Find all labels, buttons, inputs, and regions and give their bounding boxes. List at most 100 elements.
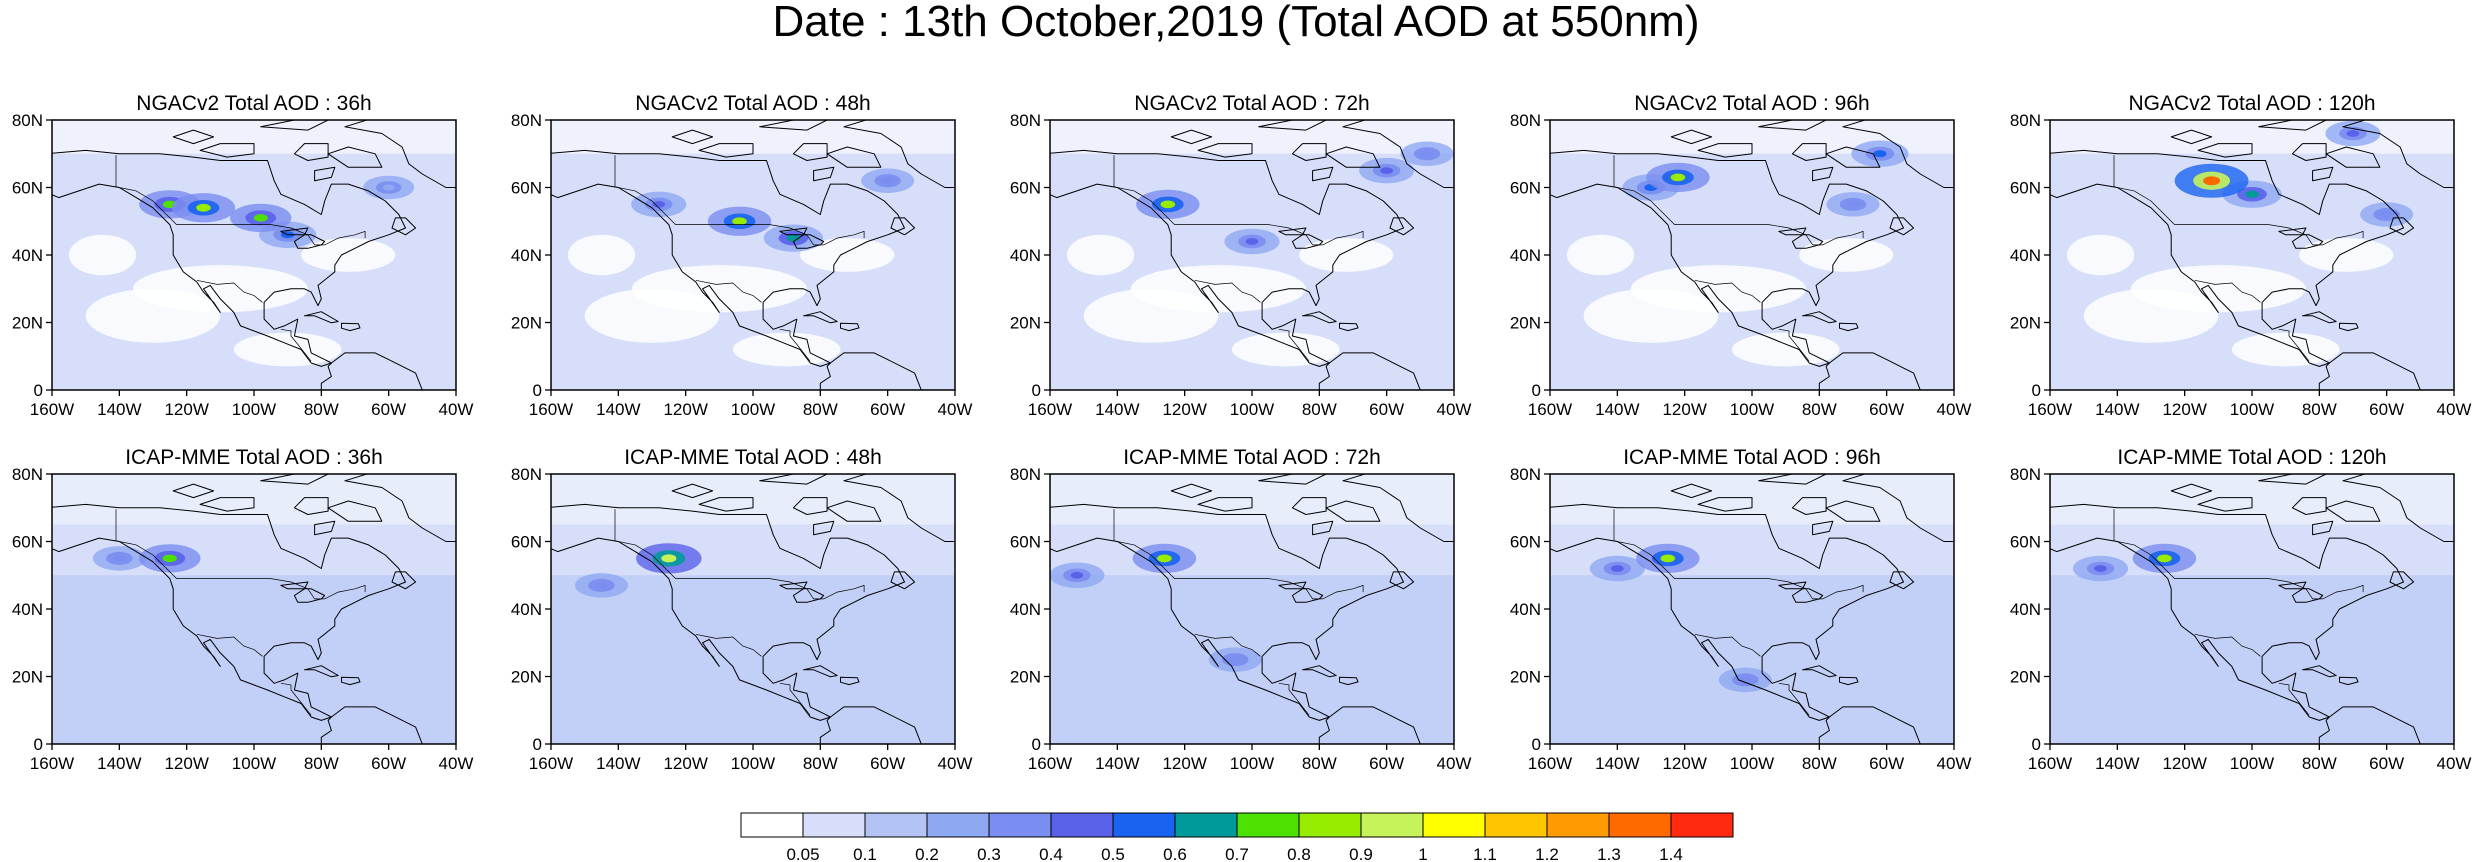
coastline	[1325, 500, 1381, 522]
colorbar-box	[1546, 812, 1610, 838]
coastline	[2342, 120, 2454, 188]
political-border	[115, 509, 366, 600]
lon-tick-label: 160W	[2028, 400, 2072, 419]
lon-tick-label: 160W	[1028, 754, 1072, 773]
lon-tick-label: 40W	[938, 754, 973, 773]
aod-plume-core	[881, 177, 894, 185]
lat-tick-label: 0	[2032, 735, 2041, 754]
lon-tick-label: 160W	[529, 754, 573, 773]
lat-tick-label: 20N	[511, 668, 542, 687]
coastline	[314, 166, 336, 182]
lon-tick-label: 40W	[439, 754, 474, 773]
political-border	[1194, 633, 1261, 657]
low-aod-patch	[1799, 238, 1894, 272]
aod-map: 0 20N 40N 60N 80N 160W 140W 120W 100W 80W 60W 40W	[1510, 111, 1972, 419]
lat-tick-label: 40N	[1510, 246, 1541, 265]
coastline	[1791, 497, 1827, 515]
coastline	[1050, 503, 1404, 721]
map-panel: NGACv2 Total AOD : 120h 0 20N 40N 60N 80N 160W…	[1998, 92, 2472, 452]
lon-tick-label: 160W	[2028, 754, 2072, 773]
coastline	[1791, 143, 1827, 161]
coastline	[1825, 146, 1881, 168]
lon-tick-label: 100W	[232, 754, 276, 773]
lon-tick-label: 60W	[1869, 754, 1904, 773]
coastline	[304, 665, 339, 678]
coastline	[320, 706, 423, 744]
coastline	[2389, 571, 2415, 590]
coastline	[2050, 149, 2404, 367]
lon-tick-label: 100W	[731, 754, 775, 773]
lat-tick-label: 20N	[511, 314, 542, 333]
coastline	[260, 474, 329, 485]
colorbar-label: 1.3	[1597, 845, 1621, 862]
colorbar-label: 0.9	[1349, 845, 1373, 862]
coastline	[2325, 500, 2381, 522]
coastline	[2312, 520, 2334, 536]
political-border	[1694, 633, 1761, 657]
aod-plume-core	[253, 214, 268, 222]
aod-plume-core	[1229, 656, 1242, 663]
lat-tick-label: 0	[1032, 381, 1041, 400]
map-panel: ICAP-MME Total AOD : 96h 0 20N 40N 60N 80N 160…	[1498, 446, 1972, 806]
coastline	[1889, 571, 1915, 590]
coastline	[840, 676, 860, 686]
colorbar-label: 1.1	[1473, 845, 1497, 862]
coastline	[1197, 143, 1253, 158]
lon-tick-label: 100W	[731, 400, 775, 419]
lat-tick-label: 60N	[2010, 533, 2041, 552]
coastline	[2318, 352, 2421, 390]
lon-tick-label: 40W	[1437, 754, 1472, 773]
map-panel: ICAP-MME Total AOD : 36h 0 20N 40N 60N 80N 160…	[0, 446, 474, 806]
lat-tick-label: 40N	[1010, 246, 1041, 265]
coastline	[1839, 322, 1859, 332]
low-aod-patch	[2083, 288, 2219, 343]
coastline	[2278, 227, 2324, 249]
aod-plume-core	[1380, 167, 1394, 175]
lat-tick-label: 80N	[1510, 111, 1541, 130]
colorbar-box	[1484, 812, 1548, 838]
coastline	[843, 120, 955, 188]
political-border	[614, 155, 865, 246]
lon-tick-label: 60W	[371, 400, 406, 419]
low-aod-patch	[301, 238, 396, 272]
political-border	[779, 682, 811, 716]
coastline	[698, 497, 754, 512]
political-border	[280, 328, 312, 362]
lat-tick-label: 40N	[2010, 600, 2041, 619]
coastline	[1318, 352, 1421, 390]
lat-tick-label: 0	[34, 381, 43, 400]
political-border	[1278, 328, 1310, 362]
coastline	[1818, 706, 1921, 744]
low-aod-patch	[732, 332, 841, 367]
lon-tick-label: 140W	[596, 754, 640, 773]
lon-tick-label: 120W	[2162, 400, 2206, 419]
lat-tick-label: 80N	[2010, 111, 2041, 130]
lat-tick-label: 0	[34, 735, 43, 754]
map-panel: NGACv2 Total AOD : 96h 0 20N 40N 60N 80N 160W 1…	[1498, 92, 1972, 452]
coastline	[1302, 311, 1337, 324]
coastline	[1550, 149, 1904, 367]
lat-tick-label: 20N	[2010, 314, 2041, 333]
colorbar-label: 0.2	[915, 845, 939, 862]
colorbar-label: 0.1	[853, 845, 877, 862]
colorbar-label: 0.7	[1225, 845, 1249, 862]
coastline	[819, 706, 922, 744]
coastline	[1278, 581, 1324, 603]
political-border	[2113, 509, 2364, 600]
coastline	[671, 129, 714, 145]
low-aod-patch	[233, 332, 342, 367]
colorbar-box	[802, 812, 866, 838]
coastline	[1839, 676, 1859, 686]
coastline	[2339, 676, 2359, 686]
colorbar-box	[1298, 812, 1362, 838]
lat-tick-label: 40N	[2010, 246, 2041, 265]
coastline	[344, 474, 456, 542]
lat-tick-label: 20N	[1510, 668, 1541, 687]
coastline	[890, 217, 916, 236]
coastline	[2325, 146, 2381, 168]
political-border	[280, 682, 312, 716]
low-aod-patch	[1231, 332, 1340, 367]
coastline	[1758, 120, 1827, 131]
lon-tick-label: 140W	[97, 754, 141, 773]
lon-tick-label: 100W	[1730, 400, 1774, 419]
